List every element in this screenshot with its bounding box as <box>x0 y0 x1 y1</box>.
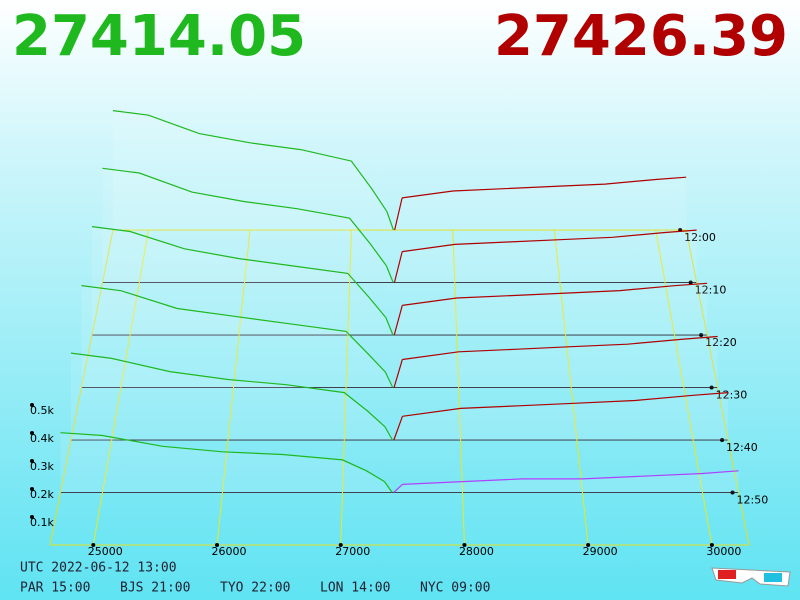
best-ask-rise <box>393 251 403 283</box>
depth-tick-dot <box>30 403 34 407</box>
best-bid-drop <box>386 211 394 231</box>
price-grid-line <box>340 229 352 546</box>
ask-depth-line <box>402 470 739 485</box>
snapshot <box>102 167 697 283</box>
best-bid-drop <box>384 426 393 441</box>
depth-tick-label: 0.3k <box>30 460 54 473</box>
time-tick-dot <box>688 280 693 285</box>
best-bid-drop <box>385 265 394 283</box>
depth-tick-label: 0.1k <box>30 516 54 529</box>
time-label: 12:00 <box>684 231 716 244</box>
bid-area <box>71 353 393 440</box>
bid-depth-line <box>112 110 388 212</box>
utc-time: UTC 2022-06-12 13:00 <box>20 561 177 576</box>
x-tick-dot <box>338 543 343 547</box>
floor: 25000 26000 27000 28000 29000 30000 0.1k 0.2k 0.… <box>30 229 769 558</box>
depth-tick-label: 0.5k <box>30 404 54 417</box>
x-tick-label: 29000 <box>583 545 618 558</box>
bid-depth-line <box>81 285 386 373</box>
ask-area <box>394 336 718 388</box>
bid-area <box>92 226 393 335</box>
x-tick-label: 28000 <box>459 545 494 558</box>
price-grid-line <box>216 229 251 546</box>
time-label: 12:40 <box>726 441 758 454</box>
x-tick-label: 30000 <box>706 545 741 558</box>
best-ask-rise <box>393 305 403 336</box>
best-ask: 27426.39 <box>494 4 788 69</box>
bid-depth-line <box>102 167 387 267</box>
x-tick-label: 26000 <box>212 545 247 558</box>
bid-area <box>81 285 393 388</box>
timezone-label: BJS 21:00 <box>120 581 190 596</box>
time-label: 12:10 <box>695 284 727 297</box>
timezone-label: NYC 09:00 <box>420 581 490 596</box>
x-tick-dot <box>462 543 467 547</box>
timezone-label: LON 14:00 <box>320 581 390 596</box>
time-label: 12:50 <box>737 494 769 507</box>
time-tick-dot <box>720 438 725 442</box>
best-ask-rise <box>394 197 403 231</box>
depth-tick-label: 0.4k <box>30 432 54 445</box>
snapshot <box>112 110 687 231</box>
bid-depth-line <box>91 226 387 319</box>
ask-area <box>394 230 697 283</box>
depth-tick-dot <box>30 431 34 435</box>
x-tick-label: 25000 <box>88 545 123 558</box>
floor-edge <box>49 229 114 546</box>
bid-depth-line <box>70 352 386 428</box>
time-tick-dot <box>730 490 735 495</box>
time-label: 12:20 <box>705 336 737 349</box>
best-ask-rise <box>393 483 403 493</box>
floor-edge <box>685 229 750 546</box>
x-tick-dot <box>586 543 591 547</box>
red-lens <box>718 570 736 579</box>
snapshot <box>91 226 708 336</box>
cyan-lens <box>764 573 782 582</box>
snapshot <box>60 432 739 493</box>
snapshot <box>70 352 729 441</box>
best-bid: 27414.05 <box>12 4 306 69</box>
glasses-icon <box>711 567 791 587</box>
depth-tick-dot <box>30 515 34 519</box>
x-tick-label: 27000 <box>335 545 370 558</box>
best-ask-rise <box>393 416 404 441</box>
timezone-label: TYO 22:00 <box>220 581 290 596</box>
best-bid-drop <box>384 481 393 493</box>
depth-tick-label: 0.2k <box>30 488 54 501</box>
depth-tick-dot <box>30 487 34 491</box>
bid-area <box>102 168 394 283</box>
ask-depth-line <box>402 176 687 199</box>
ask-depth-line <box>402 282 708 306</box>
x-tick-dot <box>709 543 714 547</box>
ask-depth-line <box>402 229 697 253</box>
time-label: 12:30 <box>716 389 748 402</box>
ask-area <box>394 283 708 335</box>
timezone-label: PAR 15:00 <box>20 581 90 596</box>
snapshot <box>81 285 718 388</box>
price-grid-line <box>655 229 713 546</box>
bid-depth-line <box>60 432 385 483</box>
bid-area <box>113 110 394 230</box>
x-tick-dot <box>215 543 220 547</box>
time-tick-dot <box>709 385 714 390</box>
price-grid-line <box>553 229 589 546</box>
time-tick-dot <box>699 333 704 337</box>
x-tick-dot <box>91 543 96 547</box>
ask-area <box>394 177 687 230</box>
bid-area <box>60 432 393 493</box>
price-grid-line <box>92 229 149 546</box>
depth-tick-dot <box>30 459 34 463</box>
price-grid-line <box>452 229 465 546</box>
ask-area <box>393 392 729 440</box>
ask-depth-line <box>402 392 729 417</box>
best-bid-drop <box>384 371 394 388</box>
best-bid-drop <box>385 317 394 336</box>
best-ask-rise <box>393 359 403 388</box>
ask-depth-line <box>402 335 718 361</box>
